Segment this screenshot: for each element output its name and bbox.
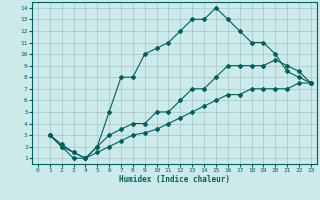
X-axis label: Humidex (Indice chaleur): Humidex (Indice chaleur) bbox=[119, 175, 230, 184]
